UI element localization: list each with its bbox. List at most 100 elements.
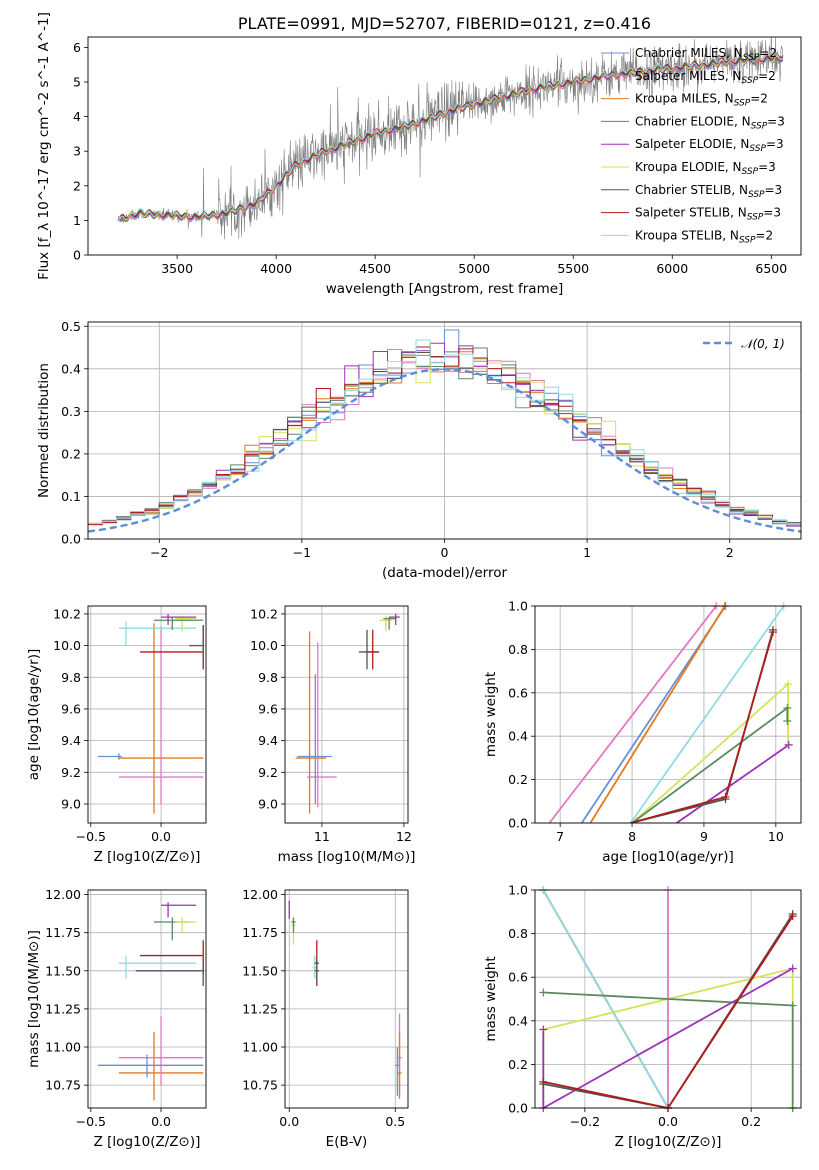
weight-line — [630, 631, 774, 823]
mass-vs-ebv-plot-area — [288, 900, 402, 1099]
y-axis-label: mass [log10(M/M⊙)] — [26, 930, 42, 1068]
y-tick-label: 3 — [73, 144, 81, 159]
legend-label: Kroupa ELODIE, NSSP=3 — [635, 160, 776, 177]
legend-label: Chabrier MILES, NSSP=2 — [635, 46, 777, 63]
axes-frame — [284, 889, 409, 1109]
y-tick-label: 0 — [73, 248, 81, 263]
y-tick-label: 5 — [73, 74, 81, 89]
x-tick-label: 0.0 — [658, 1114, 678, 1129]
mass-vs-Z-plot-area — [97, 902, 204, 1101]
y-tick-label: 9.4 — [61, 733, 81, 748]
weight-point-marker — [721, 792, 730, 801]
y-tick-label: 10.2 — [53, 606, 81, 621]
y-tick-label: 11.75 — [242, 925, 278, 940]
axes-frame — [534, 889, 802, 1109]
y-tick-label: 10.0 — [250, 638, 278, 653]
y-axis-label: mass weight — [483, 672, 499, 757]
y-tick-label: 10.0 — [53, 638, 81, 653]
x-tick-label: −0.2 — [570, 1114, 600, 1129]
y-tick-label: 1.0 — [508, 883, 528, 898]
panel-massweight-vs-Z: −0.2 0.0 0.2 0.0 0.2 0.4 0.6 0.8 1.0 Z [log10(Z/Z… — [483, 883, 802, 1150]
y-tick-label: 0.4 — [508, 1013, 528, 1028]
x-axis-label: Z [log10(Z/Z⊙)] — [94, 1134, 201, 1150]
weight-line — [676, 744, 790, 823]
x-tick-label: 6000 — [656, 261, 688, 276]
legend-label: Salpeter ELODIE, NSSP=3 — [635, 137, 784, 154]
spectrum-plot-area — [117, 37, 784, 240]
y-tick-label: 10.2 — [250, 606, 278, 621]
weight-point-marker — [788, 964, 797, 973]
y-tick-label: 12.00 — [45, 887, 81, 902]
y-tick-label: 0.0 — [508, 816, 528, 831]
x-tick-label: 3500 — [161, 261, 193, 276]
model-line-kroupa-stelib — [119, 53, 784, 221]
x-tick-label: 9 — [700, 829, 708, 844]
y-tick-label: 0.5 — [61, 319, 81, 334]
residuals-plot-area — [88, 329, 801, 533]
panel-age-vs-Z: −0.5 0.0 9.0 9.2 9.4 9.6 9.8 10.0 10.2 Z [log10(Z… — [26, 605, 207, 865]
x-tick-label: 7 — [556, 829, 564, 844]
x-tick-label: −1 — [293, 545, 311, 560]
weight-point-marker — [768, 628, 777, 637]
y-tick-label: 9.8 — [258, 670, 278, 685]
x-tick-label: 0.5 — [385, 1114, 405, 1129]
legend-label: Chabrier STELIB, NSSP=3 — [635, 183, 782, 200]
model-line-chabrier-stelib — [119, 53, 784, 220]
x-tick-label: 12 — [396, 829, 412, 844]
x-tick-label: 2 — [726, 545, 734, 560]
y-tick-label: 0.4 — [508, 729, 528, 744]
legend-label: Salpeter STELIB, NSSP=3 — [635, 206, 781, 223]
x-axis-label: Z [log10(Z/Z⊙)] — [94, 849, 201, 865]
y-tick-label: 9.4 — [258, 733, 278, 748]
y-tick-label: 1.0 — [508, 599, 528, 614]
y-tick-label: 9.6 — [258, 701, 278, 716]
y-tick-label: 11.25 — [242, 1001, 278, 1016]
axes-frame — [87, 889, 207, 1109]
weight-line — [629, 606, 785, 823]
y-tick-label: 9.2 — [258, 765, 278, 780]
axes-frame — [534, 605, 802, 824]
y-tick-label: 2 — [73, 178, 81, 193]
legend-label: 𝒩(0, 1) — [741, 337, 785, 351]
x-tick-label: 10 — [768, 829, 784, 844]
y-tick-label: 9.2 — [61, 765, 81, 780]
x-tick-label: 0.0 — [151, 1114, 171, 1129]
axes-frame — [87, 605, 207, 824]
y-tick-label: 11.00 — [45, 1040, 81, 1055]
x-tick-label: 5000 — [458, 261, 490, 276]
x-tick-label: −0.5 — [76, 1114, 106, 1129]
y-tick-label: 11.00 — [242, 1040, 278, 1055]
y-tick-label: 6 — [73, 40, 81, 55]
y-tick-label: 4 — [73, 109, 81, 124]
x-tick-label: 0 — [441, 545, 449, 560]
panel-spectrum: 3500 4000 4500 5000 5500 6000 6500 0 1 2 3 4 5 6 wavel… — [36, 12, 802, 297]
legend-label: Chabrier ELODIE, NSSP=3 — [635, 114, 785, 131]
x-tick-label: −2 — [150, 545, 168, 560]
x-tick-label: 1 — [583, 545, 591, 560]
panel-mass-vs-Z: −0.5 0.0 10.75 11.00 11.25 11.50 11.75 12.00 Z [… — [26, 887, 207, 1150]
y-tick-label: 9.0 — [61, 796, 81, 811]
weight-point-marker — [539, 988, 548, 997]
x-axis-label: (data-model)/error — [382, 565, 508, 581]
x-axis-label: age [log10(age/yr)] — [602, 849, 734, 865]
weight-line — [589, 606, 726, 823]
y-tick-label: 11.50 — [45, 963, 81, 978]
y-tick-label: 0.0 — [61, 532, 81, 547]
y-axis-label: Flux [f_λ 10^-17 erg cm^-2 s^-1 A^-1] — [36, 12, 52, 280]
y-tick-label: 1 — [73, 213, 81, 228]
weight-point-marker — [788, 912, 797, 921]
age-vs-mass-plot-area — [295, 613, 400, 814]
y-tick-label: 11.50 — [242, 963, 278, 978]
y-tick-label: 0.2 — [508, 772, 528, 787]
weight-line — [542, 890, 669, 1108]
y-tick-label: 0.1 — [61, 489, 81, 504]
x-axis-label: E(B-V) — [326, 1134, 368, 1150]
y-tick-label: 0.4 — [61, 361, 81, 376]
weight-line — [543, 915, 794, 1108]
x-tick-label: 4000 — [260, 261, 292, 276]
weight-line — [548, 606, 717, 823]
legend-label: Salpeter MILES, NSSP=2 — [635, 69, 776, 86]
panel-residuals: −2 −1 0 1 2 0.0 0.1 0.2 0.3 0.4 0.5 (data-model)/er… — [36, 319, 802, 581]
legend-label: Kroupa MILES, NSSP=2 — [635, 92, 768, 109]
